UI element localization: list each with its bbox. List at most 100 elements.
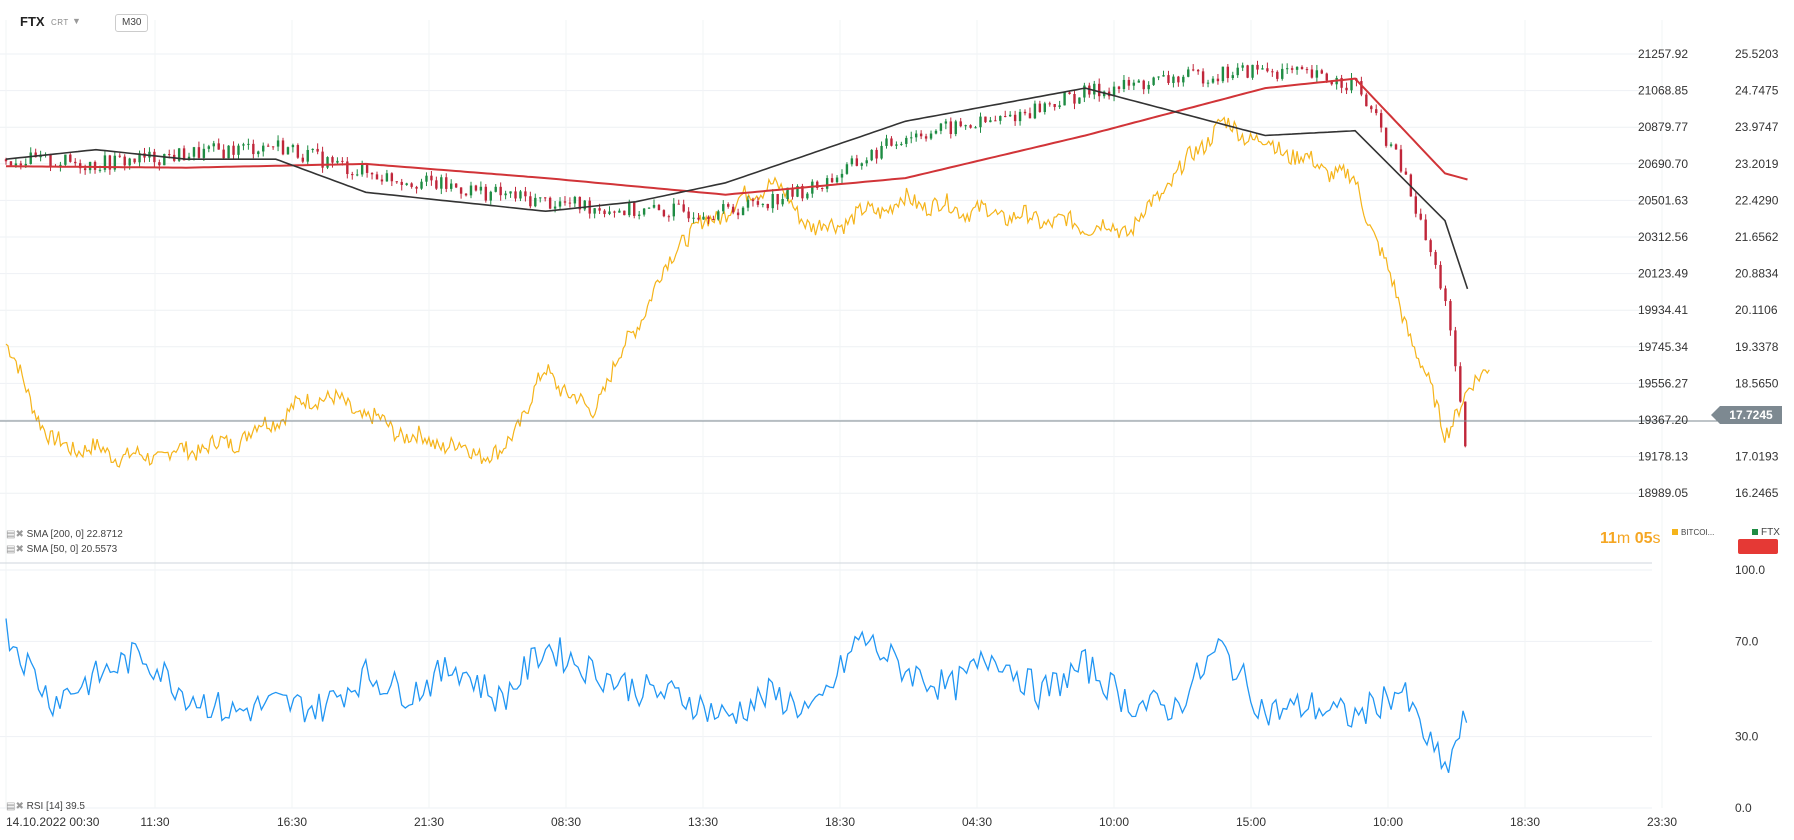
ftx-candle-body	[786, 187, 789, 199]
ftx-candle-body	[192, 147, 196, 157]
ftx-candle-body	[118, 155, 121, 157]
ftx-candle-body	[14, 163, 18, 166]
timeframe-dropdown[interactable]: M30	[115, 14, 149, 32]
ftx-candle-body	[860, 163, 863, 166]
ftx-candle-body	[1330, 80, 1333, 85]
sma200-indicator-label[interactable]: ▤✖ SMA [200, 0] 22.8712	[6, 529, 123, 540]
sma50-indicator-label[interactable]: ▤✖ SMA [50, 0] 20.5573	[6, 544, 118, 555]
price-axis-left-label: 18989.05	[1638, 486, 1688, 500]
indicator-menu-icon[interactable]: ▤✖	[6, 544, 24, 555]
ftx-candle-body	[98, 169, 102, 171]
ftx-candle-body	[296, 145, 300, 158]
ftx-candle-body	[830, 178, 834, 183]
symbol-sub-label: CRT	[51, 18, 69, 27]
ftx-candle-body	[93, 161, 97, 170]
ftx-candle-body	[321, 151, 324, 168]
symbol-label[interactable]: FTX	[20, 14, 45, 29]
ftx-candle-body	[494, 186, 497, 192]
legend-ftx[interactable]: FTX	[1752, 527, 1780, 538]
ftx-candle-body	[1068, 92, 1071, 95]
ftx-candle-body	[306, 149, 309, 162]
ftx-candle-body	[479, 186, 483, 191]
ftx-candle-body	[914, 133, 918, 138]
ftx-candle-body	[746, 199, 750, 208]
ftx-candle-body	[1093, 83, 1096, 95]
ftx-candle-body	[1132, 82, 1136, 86]
ftx-candle-body	[1008, 114, 1012, 117]
ftx-candle-body	[845, 164, 849, 174]
bitcoin-series	[5, 116, 1490, 468]
rsi-axis-label: 0.0	[1735, 801, 1752, 815]
legend-bitcoin[interactable]: BITCOI...	[1672, 528, 1714, 537]
price-axis-right-label: 17.0193	[1735, 450, 1779, 464]
ftx-candle-body	[1246, 65, 1249, 78]
ftx-candle-body	[593, 208, 596, 214]
ftx-candle-body	[989, 120, 992, 123]
ftx-candle-body	[1290, 68, 1294, 70]
ftx-candle-body	[1083, 85, 1086, 98]
ftx-candle-body	[806, 193, 809, 199]
ftx-candle-body	[1454, 330, 1457, 367]
ftx-candle-body	[1281, 68, 1284, 79]
indicator-menu-icon[interactable]: ▤✖	[6, 801, 24, 812]
time-axis-label: 10:00	[1099, 815, 1129, 829]
ftx-candle-body	[1088, 85, 1091, 95]
ftx-candle-body	[182, 148, 186, 161]
ftx-candle-body	[469, 185, 473, 196]
ftx-candle-body	[1048, 103, 1051, 105]
ftx-candle-body	[1167, 75, 1170, 83]
ftx-candle-body	[766, 203, 769, 209]
ftx-candle-body	[405, 183, 408, 185]
time-axis-label: 18:30	[825, 815, 855, 829]
ftx-candle-body	[583, 200, 586, 210]
ftx-candle-body	[4, 159, 8, 162]
ftx-candle-body	[855, 158, 859, 166]
ftx-candle-body	[474, 185, 478, 191]
ftx-candle-body	[1315, 70, 1319, 78]
ftx-candle-body	[1325, 73, 1328, 81]
ftx-candle-body	[69, 154, 72, 162]
chart-header: FTX CRT ▼ M30	[0, 0, 1794, 44]
ftx-candle-body	[1300, 66, 1304, 70]
ftx-candle-body	[1187, 69, 1190, 77]
ftx-candle-body	[707, 216, 710, 220]
ftx-candle-body	[702, 216, 705, 220]
ftx-candle-body	[722, 204, 725, 212]
ftx-candle-body	[919, 133, 923, 137]
ftx-candle-body	[266, 145, 270, 147]
ftx-candle-body	[934, 130, 938, 134]
ftx-candle-body	[1018, 111, 1022, 122]
ftx-candle-body	[949, 121, 953, 135]
ftx-candle-body	[1375, 109, 1378, 114]
ftx-candle-body	[1043, 103, 1046, 112]
chevron-down-icon[interactable]: ▼	[72, 16, 81, 26]
ftx-candle-body	[1102, 91, 1106, 97]
price-axis-left-label: 20123.49	[1638, 267, 1688, 281]
ftx-candle-body	[929, 133, 933, 139]
ftx-candle-body	[633, 202, 636, 216]
time-axis-label: 21:30	[414, 815, 444, 829]
ftx-candle-body	[103, 155, 107, 170]
ftx-candle-body	[870, 149, 873, 161]
ftx-candle-body	[375, 174, 379, 180]
rsi-axis-label: 100.0	[1735, 563, 1765, 577]
ftx-candle-body	[821, 187, 824, 189]
ftx-candle-body	[1276, 71, 1279, 79]
ftx-candle-body	[217, 143, 220, 150]
ftx-candle-body	[687, 211, 690, 219]
ftx-candle-body	[563, 201, 567, 203]
ftx-candle-body	[1216, 78, 1220, 82]
ftx-color-swatch	[1752, 529, 1758, 535]
indicator-menu-icon[interactable]: ▤✖	[6, 529, 24, 540]
sma50-line	[5, 87, 1469, 290]
ftx-candle-body	[756, 201, 760, 205]
rsi-indicator-label[interactable]: ▤✖ RSI [14] 39.5	[6, 801, 85, 812]
sell-button[interactable]	[1738, 539, 1778, 554]
time-axis-label: 18:30	[1510, 815, 1540, 829]
ftx-candle-body	[791, 187, 794, 197]
ftx-candle-body	[464, 193, 468, 196]
ftx-candle-body	[425, 175, 428, 182]
time-axis-label: 16:30	[277, 815, 307, 829]
ftx-candle-body	[717, 211, 720, 220]
